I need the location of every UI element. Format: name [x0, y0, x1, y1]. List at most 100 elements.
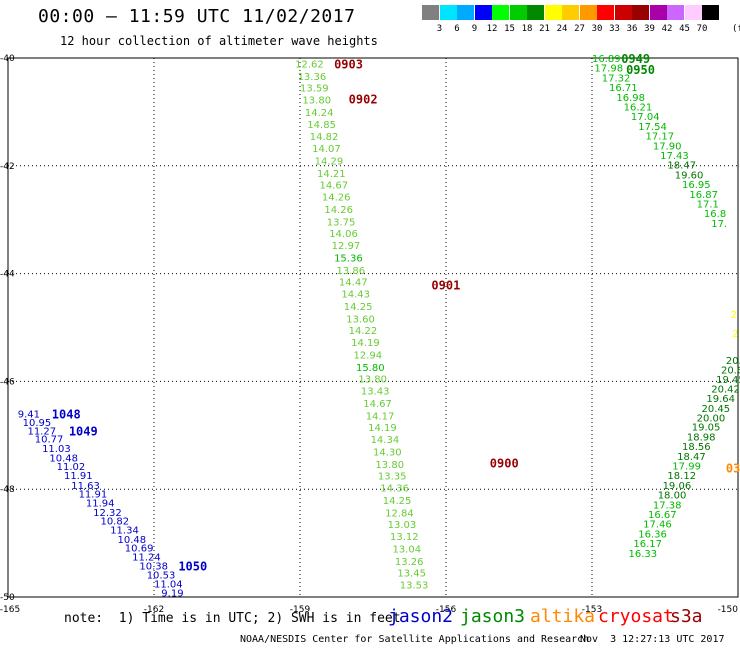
color-scale-swatch: [457, 5, 474, 20]
jason3-swh-label: 14.19: [351, 338, 380, 349]
jason3-swh-label: 13.59: [300, 84, 329, 95]
jason3-swh-label: 15.36: [334, 253, 363, 264]
jason3-swh-label: 14.26: [324, 205, 353, 216]
color-scale-tick: 6: [454, 24, 460, 34]
jason3-swh-label: 14.22: [349, 326, 378, 337]
jason3-swh-label: 14.36: [380, 484, 409, 495]
jason3-swh-label: 18.12: [667, 471, 696, 482]
jason2-swh-label: 11.34: [110, 526, 139, 537]
jason3-swh-label: 19.05: [692, 423, 721, 434]
time-label: 0901: [431, 278, 460, 292]
jason2-swh-label: 10.48: [49, 453, 78, 464]
time-label: 0327: [726, 462, 740, 476]
color-scale-swatch: [474, 5, 492, 20]
color-scale-tick: 45: [679, 24, 690, 34]
jason2-swh-label: 10.82: [100, 516, 129, 527]
color-scale-tick: 39: [644, 24, 655, 34]
jason3-swh-label: 19.06: [663, 481, 692, 492]
jason3-swh-label: 14.43: [341, 290, 370, 301]
jason2-swh-label: 9.19: [161, 589, 183, 600]
jason3-swh-label: 14.82: [310, 132, 339, 143]
legend-jason3: jason3: [460, 606, 526, 627]
color-scale-swatch: [632, 5, 649, 20]
jason3-swh-label: 18.47: [677, 452, 706, 463]
x-tick-label: -162: [144, 605, 164, 615]
color-scale-swatch: [527, 5, 544, 20]
y-tick-label: -50: [0, 593, 15, 603]
color-scale-swatch: [509, 5, 527, 20]
jason3-swh-label: 14.24: [305, 108, 334, 119]
jason3-swh-label: 13.53: [400, 581, 429, 592]
y-tick-label: -42: [0, 162, 15, 172]
jason3-swh-label: 16.98: [616, 93, 645, 104]
jason2-swh-label: 11.91: [64, 471, 93, 482]
jason3-swh-label: 17.04: [631, 112, 660, 123]
color-scale-tick: 3: [436, 24, 443, 34]
jason3-swh-label: 20.: [726, 356, 740, 367]
jason2-swh-label: 11.04: [154, 580, 183, 591]
jason3-swh-label: 14.30: [373, 447, 402, 458]
jason3-swh-label: 19.60: [675, 170, 704, 181]
jason3-swh-label: 17.98: [594, 64, 623, 75]
color-scale-tick: 21: [539, 24, 550, 34]
jason3-swh-label: 17.90: [653, 141, 682, 152]
color-scale-tick: 12: [486, 24, 498, 34]
jason3-swh-label: 13.12: [390, 532, 419, 543]
jason3-swh-label: 14.17: [366, 411, 395, 422]
jason3-swh-label: 17.17: [646, 132, 675, 143]
y-tick-label: -46: [0, 377, 15, 387]
jason3-swh-label: 16.95: [682, 180, 711, 191]
color-scale-tick: 36: [626, 24, 638, 34]
color-scale-swatch: [492, 5, 509, 20]
jason3-swh-label: 17.38: [653, 500, 682, 511]
jason3-swh-label: 13.35: [378, 472, 407, 483]
timestamp-text: Nov 3 12:27:13 UTC 2017: [580, 634, 725, 645]
jason2-swh-label: 11.03: [42, 444, 71, 455]
jason3-swh-label: 17.32: [602, 73, 631, 84]
jason3-swh-label: 12.94: [354, 350, 383, 361]
jason3-swh-label: 16.21: [624, 103, 653, 114]
jason3-swh-label: 18.00: [658, 491, 687, 502]
jason3-swh-label: 13.86: [337, 266, 366, 277]
jason3-swh-label: 20.6: [721, 366, 740, 377]
color-scale-swatch: [579, 5, 597, 20]
jason3-swh-label: 13.03: [388, 520, 417, 531]
jason2-swh-label: 10.48: [118, 535, 147, 546]
credit-text: NOAA/NESDIS Center for Satellite Applica…: [240, 634, 590, 645]
color-scale-swatch: [614, 5, 632, 20]
jason3-swh-label: 17.43: [660, 151, 689, 162]
x-tick-label: -165: [0, 605, 20, 615]
color-scale-swatch: [649, 5, 667, 20]
note-text: note: 1) Time is in UTC; 2) SWH is in fe…: [64, 611, 401, 626]
color-scale-tick: 30: [591, 24, 603, 34]
color-scale-swatch: [562, 5, 579, 20]
jason3-swh-label: 16.17: [633, 539, 662, 550]
jason3-swh-label: 13.80: [302, 96, 331, 107]
time-label: 1050: [178, 560, 207, 574]
color-scale-swatch: [684, 5, 702, 20]
jason3-swh-label: 20.42: [711, 384, 740, 395]
jason2-swh-label: 11.63: [71, 481, 100, 492]
jason2-swh-label: 11.91: [79, 490, 108, 501]
jason3-swh-label: 17.54: [638, 122, 667, 133]
jason3-swh-label: 14.06: [329, 229, 358, 240]
jason3-swh-label: 14.85: [307, 120, 336, 131]
x-tick-label: -156: [436, 605, 457, 615]
color-scale-tick: 33: [609, 24, 620, 34]
color-scale-swatch: [597, 5, 614, 20]
jason3-swh-label: 17.1: [697, 200, 719, 211]
jason3-swh-label: 12.62: [295, 59, 324, 70]
jason3-swh-label: 12.84: [385, 508, 414, 519]
jason3-swh-label: 13.80: [358, 375, 387, 386]
y-tick-label: -40: [0, 54, 15, 64]
jason3-swh-label: 14.67: [363, 399, 392, 410]
altika-swh-label: 2: [731, 310, 737, 321]
jason3-swh-label: 13.75: [327, 217, 356, 228]
jason3-swh-label: 19.45: [716, 375, 740, 386]
x-tick-label: -153: [582, 605, 602, 615]
jason3-swh-label: 20.00: [697, 414, 726, 425]
time-label: 0902: [349, 92, 378, 106]
jason3-swh-label: 14.34: [371, 435, 400, 446]
color-scale-swatch: [702, 5, 719, 20]
